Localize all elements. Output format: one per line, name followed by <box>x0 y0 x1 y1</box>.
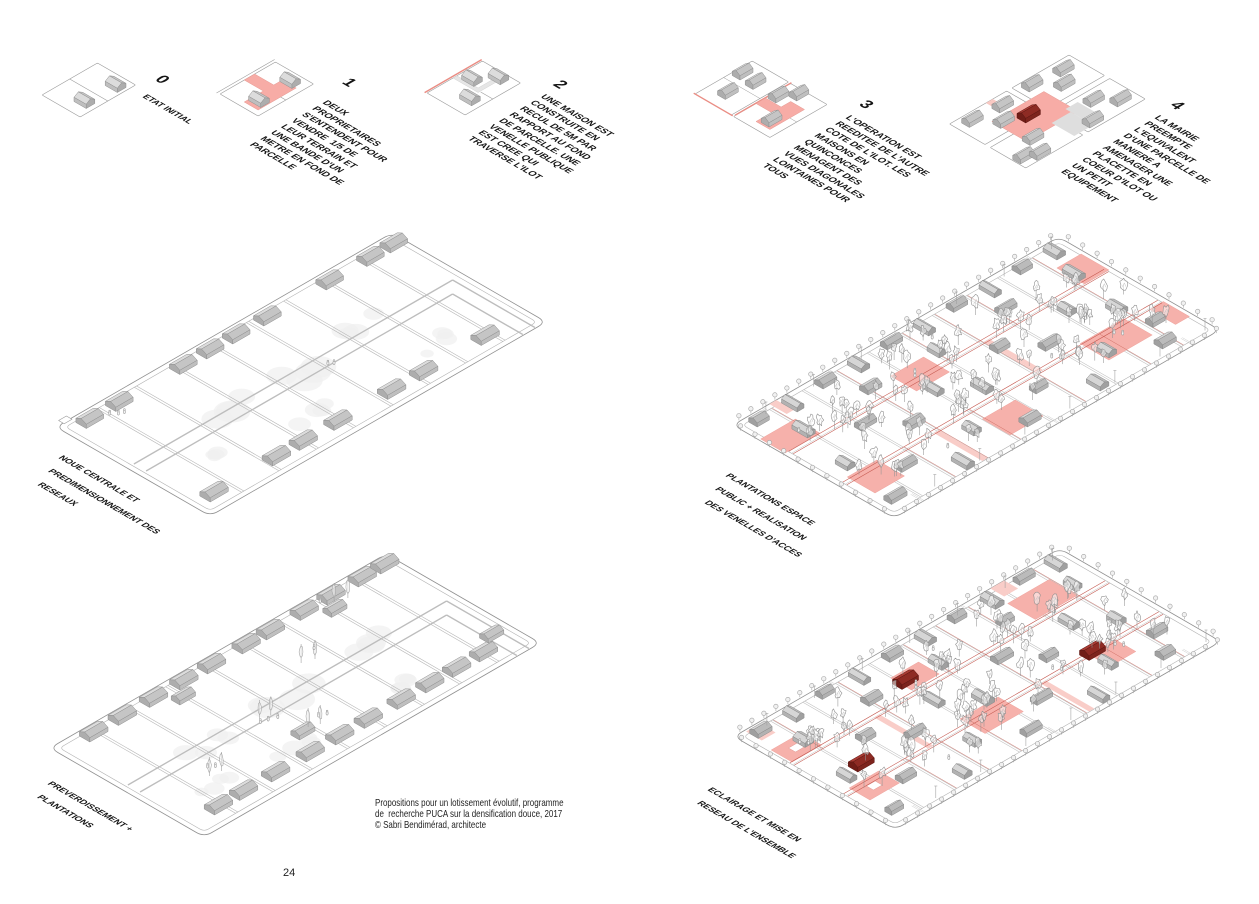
svg-text:3: 3 <box>855 98 878 111</box>
svg-text:ETAT INITIAL: ETAT INITIAL <box>140 93 196 125</box>
svg-text:4: 4 <box>1166 99 1189 112</box>
svg-text:2: 2 <box>549 78 572 91</box>
svg-text:1: 1 <box>338 76 361 89</box>
svg-text:0: 0 <box>151 73 174 86</box>
